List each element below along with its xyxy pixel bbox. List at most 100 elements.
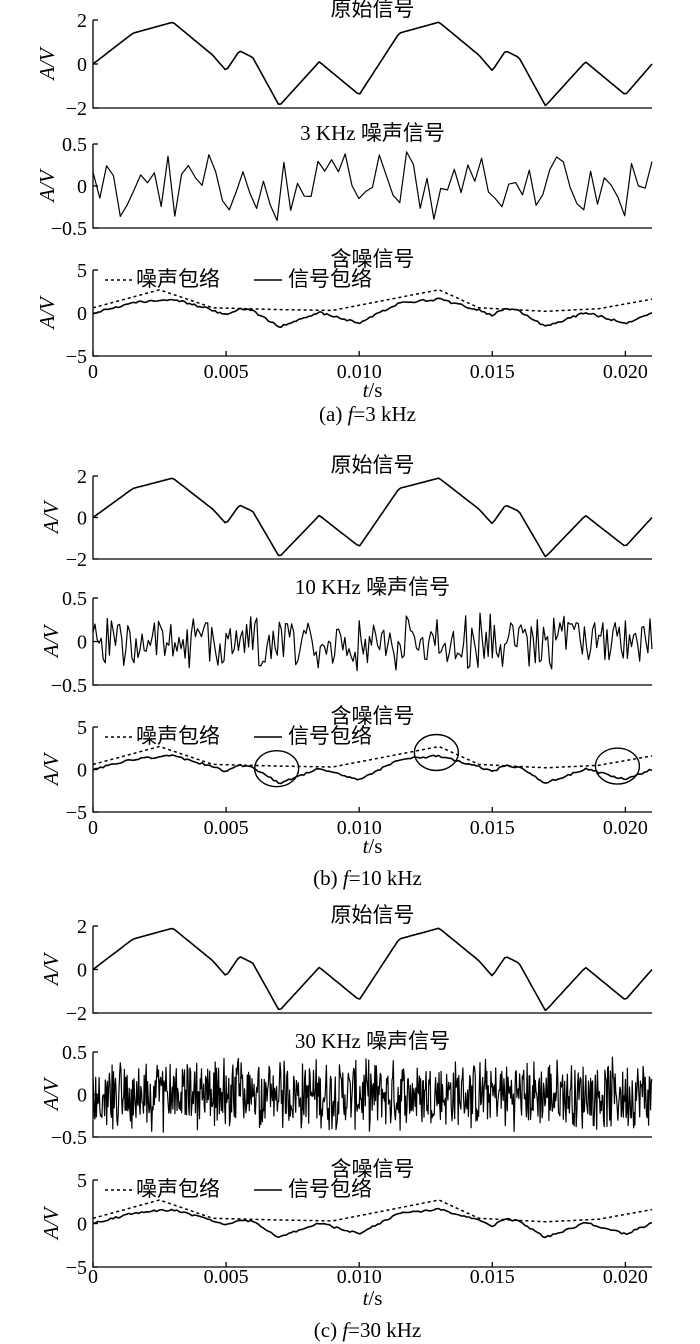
y-axis-label: A/V — [35, 168, 59, 204]
y-tick-label: 2 — [77, 466, 87, 488]
y-tick-label: −5 — [66, 346, 87, 368]
noise-subplot: 30 KHz 噪声信号 0.5 0 −0.5 A/V — [39, 1029, 653, 1149]
legend-noise-envelope: 噪声包络 — [136, 267, 220, 291]
y-axis-label: A/V — [39, 1077, 63, 1113]
y-tick-label: 0 — [77, 1085, 87, 1107]
x-tick-label: 0 — [88, 1266, 98, 1288]
y-tick-label: 5 — [77, 717, 87, 739]
subplot-title: 原始信号 — [331, 0, 415, 21]
original-subplot: 原始信号 2 0 −2 A/V — [35, 0, 653, 120]
original-subplot: 原始信号 2 0 −2A/V — [39, 453, 653, 571]
axis-lines — [92, 20, 652, 109]
y-tick-label: −0.5 — [51, 675, 87, 697]
figure-caption: (a) f=3 kHz — [319, 402, 416, 426]
highlight-circle — [413, 733, 460, 772]
legend: 噪声包络 信号包络 — [105, 1177, 372, 1201]
x-tick-label: 0 — [88, 817, 98, 839]
y-axis-label: A/V — [39, 1206, 63, 1242]
figure-caption: (c) f=30 kHz — [314, 1318, 422, 1342]
x-tick-label: 0.015 — [470, 361, 515, 383]
x-tick-label: 0.010 — [337, 1266, 382, 1288]
highlight-circle — [594, 747, 641, 785]
subplot-title: 3 KHz 噪声信号 — [300, 121, 445, 145]
legend: 噪声包络 信号包络 — [105, 724, 372, 748]
y-tick-label: −2 — [66, 1003, 87, 1025]
x-tick-label: 0.020 — [603, 1266, 648, 1288]
legend-noise-envelope: 噪声包络 — [136, 1177, 220, 1201]
subplot-title: 原始信号 — [331, 903, 415, 927]
x-tick-label: 0 — [88, 361, 98, 383]
y-tick-label: −2 — [66, 549, 87, 571]
original-signal-line — [92, 21, 653, 107]
x-tick-label: 0.005 — [204, 361, 249, 383]
x-axis-label: t/s — [363, 378, 383, 402]
y-tick-label: 5 — [77, 260, 87, 282]
subplot-title: 30 KHz 噪声信号 — [295, 1029, 450, 1053]
legend-signal-envelope: 信号包络 — [288, 267, 372, 291]
subplot-title: 含噪信号 — [331, 704, 415, 728]
y-axis-label: A/V — [35, 295, 59, 331]
x-axis-label: t/s — [363, 1286, 383, 1310]
noise-signal-line — [92, 151, 653, 222]
y-tick-label: 0.5 — [62, 588, 87, 610]
y-tick-label: 0 — [77, 1214, 87, 1236]
legend-signal-envelope: 信号包络 — [288, 724, 372, 748]
highlight-circle — [253, 749, 300, 788]
axis-lines — [92, 598, 652, 686]
legend-signal-envelope: 信号包络 — [288, 1177, 372, 1201]
signal-envelope-line — [92, 754, 653, 785]
x-tick-label: 0.010 — [337, 817, 382, 839]
x-tick-label: 0.005 — [204, 1266, 249, 1288]
legend-noise-envelope: 噪声包络 — [136, 724, 220, 748]
y-axis-label: A/V — [35, 46, 59, 82]
axis-lines — [92, 476, 652, 560]
original-signal-line — [92, 477, 653, 558]
y-tick-label: 0 — [77, 508, 87, 530]
y-tick-label: 5 — [77, 1170, 87, 1192]
x-tick-label: 0.015 — [470, 817, 515, 839]
y-tick-label: 2 — [77, 916, 87, 938]
signal-envelope-line — [92, 1207, 653, 1239]
legend: 噪声包络 信号包络 — [105, 267, 372, 291]
noise-subplot: 10 KHz 噪声信号 0.5 0 −0.5 A/V — [39, 575, 653, 697]
x-tick-label: 0.015 — [470, 1266, 515, 1288]
y-tick-label: 0.5 — [62, 134, 87, 156]
axis-lines — [92, 926, 652, 1014]
noise-envelope-line — [92, 1199, 653, 1223]
subplot-title: 10 KHz 噪声信号 — [295, 575, 450, 599]
x-tick-label: 0.020 — [603, 361, 648, 383]
noise-envelope-line — [92, 745, 653, 769]
x-tick-label: 0.020 — [603, 817, 648, 839]
subplot-title: 含噪信号 — [331, 1157, 415, 1181]
y-tick-label: 2 — [77, 10, 87, 32]
x-axis-label: t/s — [363, 834, 383, 858]
y-tick-label: 0 — [77, 303, 87, 325]
y-tick-label: −0.5 — [51, 1127, 87, 1149]
y-axis-label: A/V — [39, 624, 63, 660]
y-tick-label: −0.5 — [51, 218, 87, 240]
y-axis-label: A/V — [39, 500, 63, 536]
figure-caption: (b) f=10 kHz — [313, 866, 422, 890]
y-axis-label: A/V — [39, 752, 63, 788]
noise-signal-line — [92, 612, 653, 672]
y-tick-label: 0 — [77, 632, 87, 654]
noise-signal-line — [92, 1056, 653, 1133]
y-tick-label: −5 — [66, 1257, 87, 1279]
y-axis-label: A/V — [39, 952, 63, 988]
y-tick-label: −5 — [66, 802, 87, 824]
x-tick-label: 0.010 — [337, 361, 382, 383]
y-tick-label: 0 — [77, 760, 87, 782]
original-signal-line — [92, 927, 653, 1012]
y-tick-label: 0 — [77, 176, 87, 198]
y-tick-label: 0.5 — [62, 1042, 87, 1064]
y-tick-label: −2 — [66, 98, 87, 120]
subplot-title: 原始信号 — [331, 453, 415, 477]
y-tick-label: 0 — [77, 54, 87, 76]
